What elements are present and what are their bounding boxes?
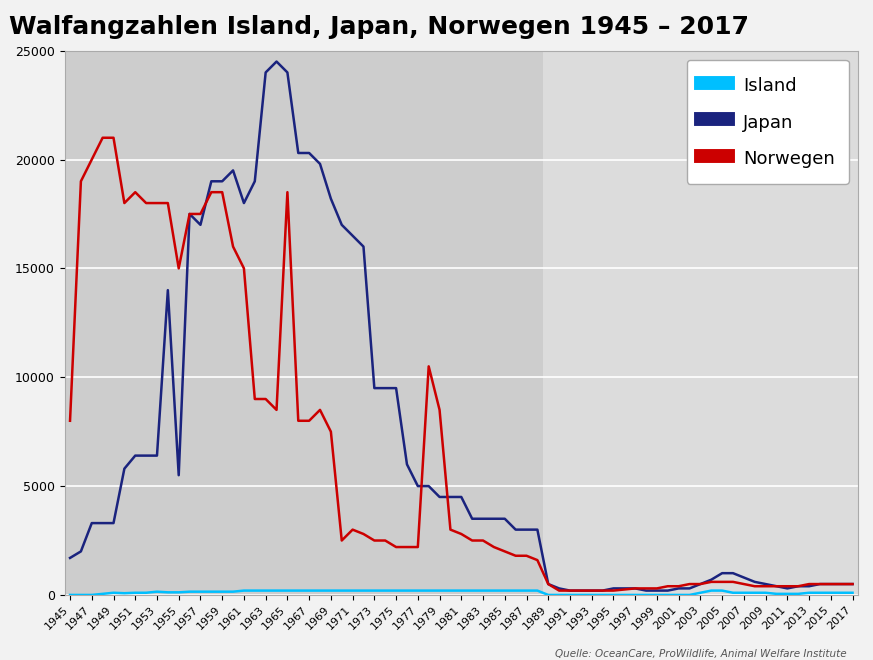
Island	[782, 590, 793, 598]
Legend: Island, Japan, Norwegen: Island, Japan, Norwegen	[687, 59, 849, 183]
Island	[750, 589, 760, 597]
Norwegen	[65, 417, 75, 425]
Bar	[65, 51, 543, 595]
Norwegen	[848, 580, 858, 588]
Japan	[739, 574, 749, 581]
Text: Quelle: OceanCare, ProWildlife, Animal Welfare Institute: Quelle: OceanCare, ProWildlife, Animal W…	[555, 649, 847, 659]
Norwegen	[336, 537, 347, 544]
Island	[336, 587, 347, 595]
Norwegen	[250, 395, 260, 403]
Japan	[272, 57, 282, 65]
Japan	[848, 580, 858, 588]
Japan	[467, 515, 478, 523]
Line: Japan: Japan	[70, 61, 853, 591]
Japan	[65, 554, 75, 562]
Text: Walfangzahlen Island, Japan, Norwegen 1945 – 2017: Walfangzahlen Island, Japan, Norwegen 19…	[9, 15, 749, 39]
Norwegen	[760, 582, 771, 590]
Island	[250, 587, 260, 595]
Line: Norwegen: Norwegen	[70, 138, 853, 591]
Norwegen	[467, 537, 478, 544]
Japan	[238, 199, 249, 207]
Line: Island: Island	[70, 591, 853, 595]
Japan	[565, 587, 575, 595]
Island	[728, 589, 739, 597]
Norwegen	[793, 582, 803, 590]
Japan	[760, 580, 771, 588]
Island	[848, 589, 858, 597]
Norwegen	[739, 580, 749, 588]
Island	[238, 587, 249, 595]
Island	[65, 591, 75, 599]
Island	[467, 587, 478, 595]
Japan	[336, 221, 347, 229]
Norwegen	[553, 587, 564, 595]
Norwegen	[98, 134, 108, 142]
Japan	[793, 582, 803, 590]
